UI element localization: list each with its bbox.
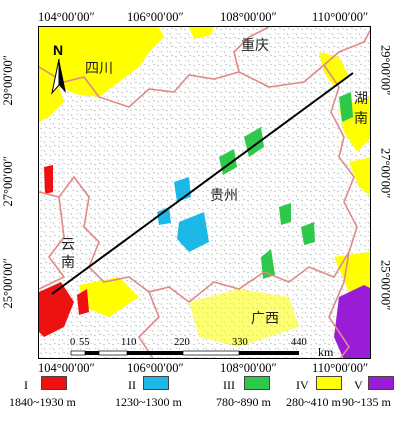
region-label-guangxi: 广西 (251, 311, 279, 327)
zone-i-patch-1 (44, 165, 53, 194)
scale-segment-5 (182, 350, 240, 356)
legend-roman-iv: IV (296, 378, 309, 392)
zone-ii-areas (157, 177, 209, 252)
region-label-sichuan: 四川 (85, 61, 113, 77)
legend-roman-iii: III (223, 378, 235, 392)
lon-label-bottom-108: 108°00′00″ (220, 361, 277, 375)
zone-iv-guangxi (189, 289, 299, 347)
scale-tick-110: 110 (121, 337, 137, 348)
border-chongqing-sichuan (233, 27, 270, 73)
zone-iv-hunan-north (319, 52, 349, 87)
lat-label-left-25: 25°00′00″ (1, 258, 15, 309)
legend-range-ii: 1230~1300 m (115, 395, 182, 409)
lon-label-top-108: 108°00′00″ (220, 10, 277, 24)
zone-iii-patch-5 (279, 203, 291, 225)
scale-bar (70, 350, 299, 356)
scale-segment-6 (239, 351, 299, 355)
legend: I 1840~1930 m II 1230~1300 m III 780~890… (0, 376, 409, 412)
transect-line (51, 72, 354, 295)
zone-v-area (334, 285, 370, 358)
lon-label-bottom-106: 106°00′00″ (127, 361, 184, 375)
legend-swatch-v (368, 376, 394, 390)
map-frame: N 四川 重庆 湖南 贵州 云南 广西 0 55 110 220 330 440… (38, 26, 371, 359)
region-label-yunnan: 云南 (61, 237, 75, 271)
scale-tick-0: 0 (70, 337, 76, 348)
legend-range-v: 90~135 m (342, 395, 391, 409)
zone-iv-yunnan-south (79, 277, 139, 317)
border-guangxi-hunan (328, 251, 350, 358)
scale-segment-1 (70, 350, 86, 356)
zone-iv-sichuan-basin (39, 27, 164, 97)
legend-range-i: 1840~1930 m (9, 395, 76, 409)
scale-tick-55: 55 (79, 337, 90, 348)
zone-iii-patch-6 (301, 222, 315, 245)
zone-iv-west-patch (39, 82, 64, 122)
lat-label-right-27: 27°00′00″ (378, 148, 393, 199)
map-canvas (39, 27, 370, 358)
region-label-chongqing: 重庆 (241, 38, 269, 54)
lon-label-bottom-104: 104°00′00″ (38, 361, 95, 375)
legend-roman-ii: II (128, 378, 136, 392)
lon-label-bottom-110: 110°00′00″ (312, 361, 369, 375)
border-east (323, 64, 358, 253)
legend-swatch-ii (143, 376, 169, 390)
border-yunnan-west (39, 196, 66, 290)
lat-label-left-27: 27°00′00″ (1, 156, 15, 207)
lon-label-top-104: 104°00′00″ (38, 10, 95, 24)
scale-segment-2 (85, 351, 99, 355)
scale-tick-330: 330 (232, 337, 248, 348)
scale-segment-3 (98, 350, 128, 356)
zone-iv-hunan-east (349, 157, 370, 196)
zone-ii-patch-3 (157, 207, 171, 225)
lon-label-top-110: 110°00′00″ (312, 10, 369, 24)
region-label-hunan: 湖南 (354, 91, 368, 127)
zone-iii-patch-3 (339, 92, 353, 122)
zone-i-patch-3 (77, 289, 89, 315)
lat-label-right-25: 25°00′00″ (378, 260, 393, 311)
scale-segment-4 (127, 351, 183, 355)
zone-iv-north-patch (189, 27, 214, 39)
zone-ii-patch-2 (177, 212, 209, 252)
border-north (39, 29, 370, 108)
legend-range-iv: 280~410 m (286, 395, 341, 409)
scale-unit: km (318, 345, 334, 359)
lat-label-left-29: 29°00′00″ (1, 55, 15, 106)
lon-label-top-106: 106°00′00″ (127, 10, 184, 24)
border-guangxi-yunnan (137, 291, 160, 358)
legend-roman-i: I (24, 378, 28, 392)
legend-roman-v: V (354, 378, 363, 392)
north-label: N (53, 42, 64, 58)
north-arrow-icon (51, 58, 66, 95)
scale-tick-440: 440 (291, 337, 307, 348)
zone-i-areas (39, 165, 89, 337)
province-borders (39, 27, 370, 358)
legend-swatch-iv (316, 376, 342, 390)
region-label-guizhou: 贵州 (210, 188, 238, 204)
lat-label-right-29: 29°00′00″ (378, 45, 393, 96)
legend-swatch-iii (244, 376, 270, 390)
legend-swatch-i (41, 376, 67, 390)
zone-i-patch-2 (39, 282, 74, 337)
scale-tick-220: 220 (174, 337, 190, 348)
legend-range-iii: 780~890 m (216, 395, 271, 409)
